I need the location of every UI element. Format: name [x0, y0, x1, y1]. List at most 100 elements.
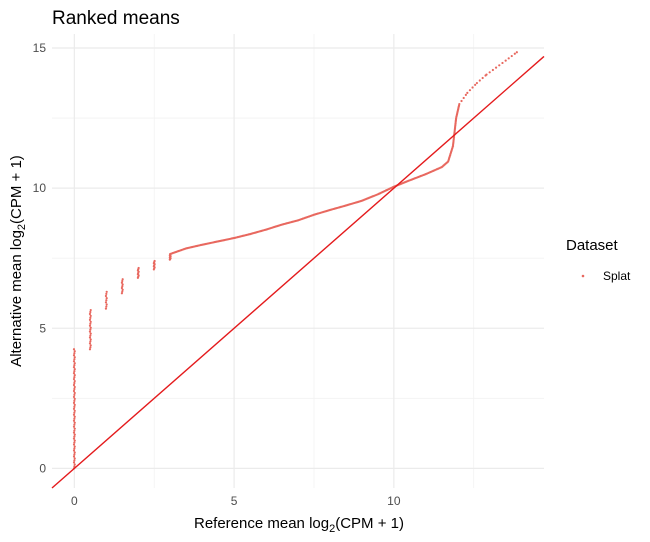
data-point: [73, 352, 76, 355]
data-point: [72, 437, 76, 440]
data-point: [121, 285, 124, 288]
data-point: [73, 417, 76, 420]
data-point: [73, 373, 76, 377]
data-point: [73, 375, 76, 379]
data-point: [121, 290, 124, 293]
data-point: [88, 318, 92, 321]
data-point: [73, 403, 76, 406]
data-point: [89, 332, 92, 335]
data-point: [89, 326, 92, 329]
data-point: [73, 465, 76, 468]
data-point: [72, 419, 76, 422]
data-point: [458, 102, 461, 106]
data-point: [72, 449, 76, 452]
x-tick-label: 10: [387, 494, 401, 508]
data-point: [73, 409, 76, 412]
data-point: [120, 281, 124, 284]
data-point: [89, 338, 92, 341]
data-point: [73, 423, 76, 426]
data-point: [73, 445, 76, 448]
data-point: [73, 427, 76, 430]
data-point: [464, 93, 467, 96]
data-point: [137, 266, 140, 270]
data-point: [73, 429, 76, 432]
data-point: [513, 52, 516, 55]
data-point: [72, 401, 76, 404]
data-point: [89, 340, 92, 343]
legend-key-splat: [581, 274, 585, 278]
data-point: [89, 346, 92, 349]
y-tick-label: 5: [39, 321, 46, 335]
data-point: [73, 405, 76, 408]
y-tick-label: 10: [33, 181, 47, 195]
data-point: [73, 457, 76, 460]
data-point: [73, 459, 76, 462]
chart-title: Ranked means: [52, 8, 180, 29]
data-point: [104, 301, 108, 304]
data-point: [73, 387, 76, 391]
data-point: [478, 79, 481, 82]
data-point: [89, 334, 92, 337]
reference-line: [51, 55, 545, 489]
legend-label-splat: Splat: [603, 269, 631, 283]
data-point: [153, 259, 156, 263]
data-point: [120, 286, 124, 290]
data-point: [73, 381, 76, 385]
data-point: [491, 68, 494, 72]
data-point: [73, 463, 76, 466]
data-point: [73, 356, 76, 359]
data-point: [481, 76, 484, 80]
data-point: [73, 447, 76, 450]
y-axis-label: Alternative mean log2(CPM + 1): [8, 155, 28, 367]
data-point: [72, 383, 76, 387]
data-point: [73, 385, 76, 389]
data-point: [73, 415, 76, 418]
data-point: [72, 407, 76, 410]
data-point: [72, 431, 76, 434]
legend-title: Dataset: [566, 237, 619, 254]
data-point: [498, 64, 501, 67]
data-point: [466, 91, 469, 94]
data-point: [72, 371, 76, 375]
data-point: [73, 421, 76, 424]
data-point: [89, 316, 92, 319]
data-point: [73, 350, 76, 353]
data-point: [73, 453, 76, 456]
data-point: [471, 86, 474, 89]
data-point: [73, 397, 76, 401]
data-point: [104, 294, 108, 298]
data-point: [488, 71, 491, 74]
data-point: [121, 278, 124, 281]
data-point: [89, 328, 92, 331]
x-tick-labels: 0 5 10: [71, 494, 401, 508]
data-point: [73, 451, 76, 454]
data-point: [462, 96, 465, 100]
data-point: [485, 73, 488, 76]
data-point: [72, 395, 76, 399]
data-point: [475, 81, 479, 85]
data-point: [88, 330, 92, 333]
data-point: [105, 292, 108, 296]
y-tick-labels: 0 5 10 15: [33, 41, 47, 475]
grid-minor: [52, 34, 544, 488]
data-point: [89, 314, 92, 318]
data-point: [120, 292, 124, 295]
data-point: [88, 348, 92, 351]
data-point: [88, 324, 92, 327]
data-point: [72, 389, 76, 393]
data-point: [460, 99, 463, 103]
data-point: [73, 433, 76, 436]
data-point: [73, 391, 76, 395]
data-point: [501, 61, 504, 65]
data-point: [73, 368, 76, 371]
data-point: [510, 54, 513, 58]
data-point: [88, 342, 92, 345]
data-point: [72, 425, 76, 428]
data-point: [72, 360, 76, 363]
data-point: [494, 66, 498, 69]
data-point: [105, 299, 108, 302]
data-point: [73, 362, 76, 365]
data-point: [105, 290, 108, 293]
y-tick-label: 0: [39, 461, 46, 475]
